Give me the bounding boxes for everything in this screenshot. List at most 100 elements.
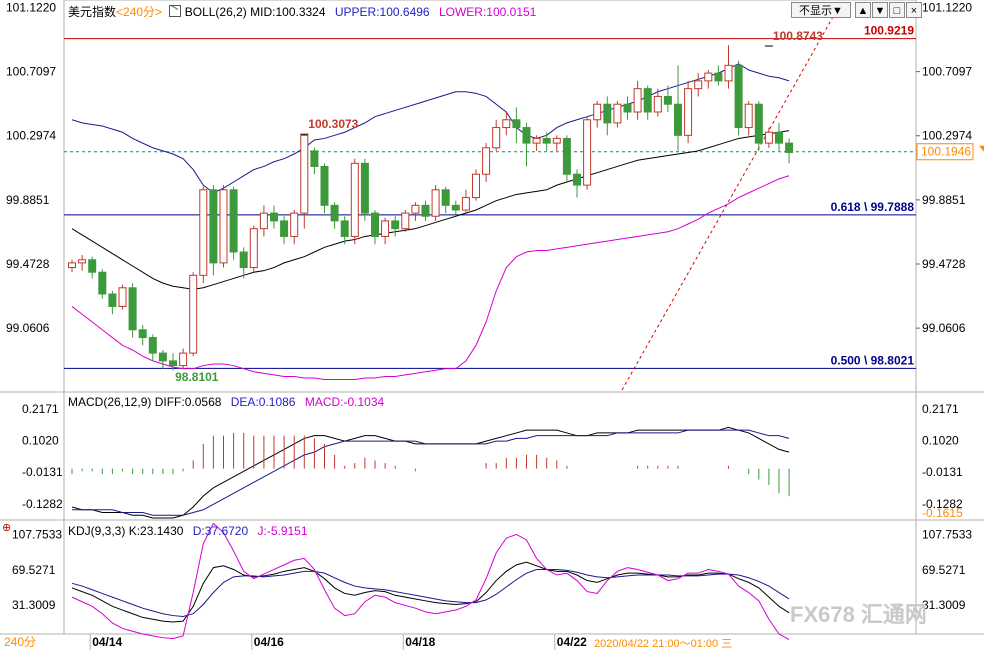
extreme-label: 98.8101 <box>175 370 219 384</box>
footer-time-range: 2020/04/22 21:00～01:00 三 <box>594 638 733 650</box>
candle-down <box>88 259 97 273</box>
kdj-d-line <box>71 568 790 617</box>
macd-tick-left: 0.2171 <box>22 402 59 416</box>
boll-lower-line <box>71 175 790 381</box>
candle-down <box>522 127 531 144</box>
candle-down <box>280 220 289 237</box>
candle-down <box>603 103 612 124</box>
kdj-tick-left: 69.5271 <box>12 563 56 577</box>
price-tick-right: 100.7097 <box>922 65 972 79</box>
candle-down <box>775 131 783 144</box>
kdj-tick-right: 31.3009 <box>922 598 966 612</box>
candle-down <box>128 287 137 331</box>
extreme-label: 100.8743 <box>773 29 823 43</box>
date-tick: 04/22 <box>557 635 587 649</box>
price-tick-left: 99.0606 <box>6 321 50 335</box>
candle-up <box>179 352 188 367</box>
candle-up <box>583 119 592 186</box>
kdj-settings-icon[interactable]: ⊕ <box>2 522 12 534</box>
move-up-icon[interactable]: ▲ <box>855 2 871 18</box>
price-tick-right: 99.0606 <box>922 321 966 335</box>
macd-diff-line <box>71 426 790 519</box>
period-label[interactable]: <240分> <box>116 5 163 19</box>
price-tick-right: 100.2974 <box>922 129 972 143</box>
candle-up <box>764 131 773 144</box>
candle-up <box>744 103 753 129</box>
candle-up <box>78 259 87 264</box>
candle-down <box>441 189 450 206</box>
candle-down <box>320 165 329 206</box>
price-tick-right: 99.8851 <box>922 193 966 207</box>
boll-label: BOLL(26,2) <box>184 5 247 19</box>
candle-up <box>68 262 76 269</box>
boll-mid: MID:100.3324 <box>250 5 326 19</box>
candle-down <box>542 137 551 144</box>
macd-tick-right: 0.2171 <box>922 402 959 416</box>
footer-period-label: 240分 <box>4 635 37 649</box>
macd-tick-right: -0.0131 <box>922 465 963 479</box>
macd-tick-right: 0.1020 <box>922 434 959 448</box>
candle-up <box>118 287 127 307</box>
candle-down <box>562 137 571 175</box>
level-label: 100.9219 <box>864 24 914 38</box>
candle-down <box>623 103 632 113</box>
trend-line <box>621 7 839 391</box>
candle-up <box>492 127 501 149</box>
candle-down <box>573 173 581 186</box>
candle-down <box>148 337 157 354</box>
candle-up <box>259 212 268 230</box>
move-down-icon[interactable]: ▼ <box>872 2 888 18</box>
kdj-tick-left: 31.3009 <box>12 598 56 612</box>
last-price-marker <box>979 145 984 152</box>
hide-indicator-button[interactable]: 不显示▼ <box>791 2 851 18</box>
candle-up <box>411 204 420 214</box>
boll-upper: UPPER:100.6496 <box>334 5 430 19</box>
candle-down <box>674 103 682 136</box>
candle-down <box>734 64 743 129</box>
close-icon[interactable]: × <box>906 2 922 18</box>
candle-up <box>694 80 703 90</box>
candle-down <box>340 220 349 237</box>
candle-up <box>290 212 299 237</box>
candle-up <box>704 72 713 82</box>
candle-up <box>502 119 511 129</box>
candle-up <box>724 64 733 82</box>
kdj-k-line <box>71 561 790 623</box>
candle-up <box>653 95 662 113</box>
candle-up <box>461 197 470 211</box>
boll-icon[interactable] <box>169 4 182 18</box>
candle-up <box>199 189 208 276</box>
price-tick-right: 101.1220 <box>922 0 972 14</box>
kdj-header: KDJ(9,3,3) K:23.1430 D:37.6720 J:-5.9151 <box>68 524 308 538</box>
hide-indicator-label: 不显示▼ <box>799 5 843 17</box>
candle-down <box>158 352 167 362</box>
macd-value: MACD:-0.1034 <box>304 395 385 409</box>
macd-label: MACD(26,12,9) <box>68 395 152 409</box>
candle-up <box>552 137 561 144</box>
candle-down <box>138 329 147 339</box>
candle-down <box>714 72 723 82</box>
candle-up <box>249 228 258 269</box>
candle-down <box>360 162 369 214</box>
candle-up <box>613 103 622 124</box>
candle-down <box>310 150 319 167</box>
maximize-icon[interactable]: □ <box>889 2 905 18</box>
main-chart-header: 美元指数<240分> BOLL(26,2) MID:100.3324 UPPER… <box>68 3 536 20</box>
price-tick-left: 100.2974 <box>6 129 56 143</box>
date-tick: 04/16 <box>254 635 284 649</box>
candle-up <box>401 212 410 230</box>
candle-down <box>754 103 763 144</box>
candle-down <box>391 220 400 230</box>
last-price-label: 100.1946 <box>921 145 971 159</box>
candle-down <box>512 119 521 129</box>
macd-tick-left: -0.0131 <box>22 465 63 479</box>
candle-down <box>663 95 672 105</box>
kdj-tick-right: 107.7533 <box>922 528 972 542</box>
kdj-k: K:23.1430 <box>128 524 184 538</box>
candle-up <box>300 134 309 214</box>
candle-up <box>219 189 228 264</box>
date-tick: 04/18 <box>405 635 435 649</box>
macd-header: MACD(26,12,9) DIFF:0.0568 DEA:0.1086 MAC… <box>68 395 384 409</box>
kdj-label: KDJ(9,3,3) <box>68 524 126 538</box>
footer-period[interactable]: 240分 <box>0 634 64 650</box>
